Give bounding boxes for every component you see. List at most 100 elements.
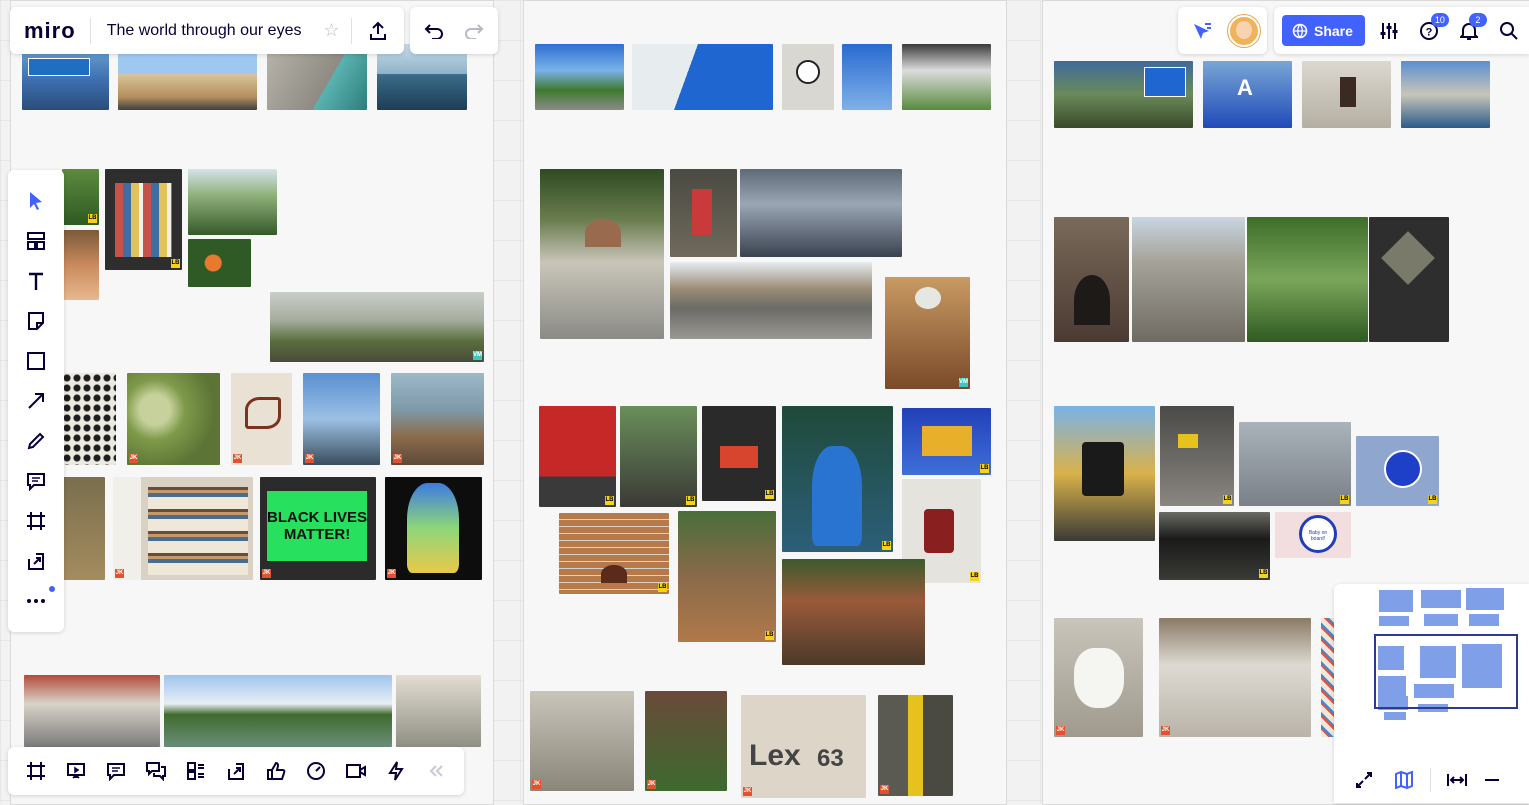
- board-frame-middle[interactable]: [523, 0, 1007, 805]
- photo-shop-front[interactable]: [396, 675, 481, 747]
- photo-black-cab[interactable]: LB: [1159, 512, 1270, 580]
- photo-traffic-signal[interactable]: [1054, 406, 1155, 541]
- zoom-out-icon[interactable]: [1477, 760, 1507, 800]
- minimap-viewport[interactable]: [1374, 634, 1518, 709]
- photo-bike-rack[interactable]: [740, 169, 902, 257]
- notifications-bell-icon[interactable]: 2: [1449, 11, 1489, 51]
- arrow-icon[interactable]: [8, 381, 64, 421]
- photo-blm-sign[interactable]: BLACK LIVES MATTER! JK: [260, 477, 376, 580]
- photo-city-buildings[interactable]: [118, 44, 257, 110]
- sticky-note-icon[interactable]: [8, 301, 64, 341]
- photo-building-sign[interactable]: [632, 44, 773, 110]
- photo-memorial-plaque[interactable]: [1369, 217, 1449, 342]
- photo-coffee-railing[interactable]: JK: [391, 373, 484, 465]
- photo-metal-ramp[interactable]: LB: [1239, 422, 1351, 506]
- photo-red-bus[interactable]: LB: [539, 406, 616, 507]
- undo-icon[interactable]: [414, 11, 454, 51]
- settings-sliders-icon[interactable]: [1369, 11, 1409, 51]
- photo-green-tree[interactable]: LB: [62, 169, 99, 225]
- photo-bridge[interactable]: [377, 44, 467, 110]
- fullscreen-icon[interactable]: [1344, 760, 1384, 800]
- double-chevron-left-icon[interactable]: [416, 751, 456, 791]
- photo-recycling-bins[interactable]: LB: [702, 406, 776, 501]
- photo-lex-sign[interactable]: Lex 63 JK: [741, 695, 866, 798]
- photo-ornate-doorway[interactable]: [1054, 217, 1129, 342]
- photo-flowers[interactable]: [188, 239, 251, 287]
- photo-underpass[interactable]: [902, 44, 991, 110]
- chat-icon[interactable]: [136, 751, 176, 791]
- templates-icon[interactable]: [8, 221, 64, 261]
- photo-canal-boat[interactable]: LB: [782, 406, 893, 552]
- photo-parking-a-sign[interactable]: A: [1203, 61, 1292, 128]
- pen-icon[interactable]: [8, 421, 64, 461]
- photo-elevator-doors[interactable]: JK: [530, 691, 634, 791]
- photo-tiles[interactable]: [62, 373, 116, 465]
- photo-hand-plants[interactable]: JK: [645, 691, 727, 791]
- photo-red-church[interactable]: [782, 559, 925, 665]
- help-icon[interactable]: ? 10: [1409, 11, 1449, 51]
- timer-icon[interactable]: [296, 751, 336, 791]
- photo-confetti[interactable]: [1321, 618, 1335, 737]
- photo-panorama-hills[interactable]: VM: [270, 292, 484, 362]
- photo-calligraphy[interactable]: JK: [231, 373, 292, 465]
- map-icon[interactable]: [1384, 760, 1424, 800]
- photo-yellow-hut[interactable]: LB: [902, 408, 991, 475]
- photo-stone-doorway[interactable]: [1302, 61, 1391, 128]
- photo-signpost[interactable]: [842, 44, 892, 110]
- minimap[interactable]: [1334, 584, 1529, 803]
- photo-street-sign[interactable]: [22, 44, 109, 110]
- photo-toilet[interactable]: JK: [1054, 618, 1143, 737]
- fit-to-screen-icon[interactable]: [1437, 760, 1477, 800]
- photo-brick-wall[interactable]: LB: [559, 513, 669, 594]
- photo-bicycle[interactable]: [670, 169, 737, 257]
- star-icon[interactable]: ☆: [323, 20, 340, 40]
- photo-lake[interactable]: [164, 675, 392, 747]
- photo-yellow-bollard[interactable]: LB: [1160, 406, 1234, 506]
- photo-canal[interactable]: [188, 169, 277, 235]
- redo-icon[interactable]: [454, 11, 494, 51]
- square-icon[interactable]: [8, 341, 64, 381]
- search-icon[interactable]: [1489, 11, 1529, 51]
- photo-moss[interactable]: JK: [127, 373, 220, 465]
- photo-skyline[interactable]: JK: [303, 373, 380, 465]
- text-icon[interactable]: [8, 261, 64, 301]
- board-title[interactable]: The world through our eyes: [106, 21, 302, 39]
- user-avatar[interactable]: [1228, 14, 1260, 47]
- photo-dome-street[interactable]: [540, 169, 664, 339]
- more-icon[interactable]: [8, 581, 64, 621]
- upload-icon[interactable]: [8, 541, 64, 581]
- frame-icon[interactable]: [8, 501, 64, 541]
- share-screen-icon[interactable]: [216, 751, 256, 791]
- photo-lamp[interactable]: VM: [885, 277, 970, 389]
- upload-icon[interactable]: [358, 11, 398, 51]
- photo-park-trees[interactable]: [1247, 217, 1368, 342]
- lightning-icon[interactable]: [376, 751, 416, 791]
- photo-station-clock[interactable]: [782, 44, 834, 110]
- photo-street-cyclists[interactable]: [24, 675, 160, 747]
- miro-logo[interactable]: miro: [24, 17, 76, 43]
- photo-river-town[interactable]: [1401, 61, 1490, 128]
- photo-street-trees[interactable]: [535, 44, 624, 110]
- cards-icon[interactable]: [176, 751, 216, 791]
- photo-cargo-bike-street[interactable]: [670, 262, 872, 339]
- thumbs-up-icon[interactable]: [256, 751, 296, 791]
- video-icon[interactable]: [336, 751, 376, 791]
- photo-baby-on-board[interactable]: Baby on board!: [1275, 512, 1351, 558]
- comment-icon[interactable]: [8, 461, 64, 501]
- cursor-icon[interactable]: [8, 181, 64, 221]
- photo-bed[interactable]: JK: [1159, 618, 1311, 737]
- photo-bookshelf[interactable]: JK: [113, 477, 253, 580]
- photo-badge-pin[interactable]: LB: [1356, 436, 1439, 506]
- frame-icon[interactable]: [16, 751, 56, 791]
- photo-pavement[interactable]: [267, 44, 367, 110]
- photo-board-game[interactable]: [62, 477, 105, 580]
- photo-lakeside-sign[interactable]: [1054, 61, 1193, 128]
- share-button[interactable]: Share: [1282, 15, 1365, 46]
- photo-tree-wall[interactable]: LB: [678, 511, 776, 642]
- photo-framed-poster[interactable]: LB: [105, 169, 182, 270]
- comment-icon[interactable]: [96, 751, 136, 791]
- attention-cursor-icon[interactable]: [1182, 11, 1222, 51]
- photo-yellow-pipe[interactable]: JK: [878, 695, 953, 796]
- present-icon[interactable]: [56, 751, 96, 791]
